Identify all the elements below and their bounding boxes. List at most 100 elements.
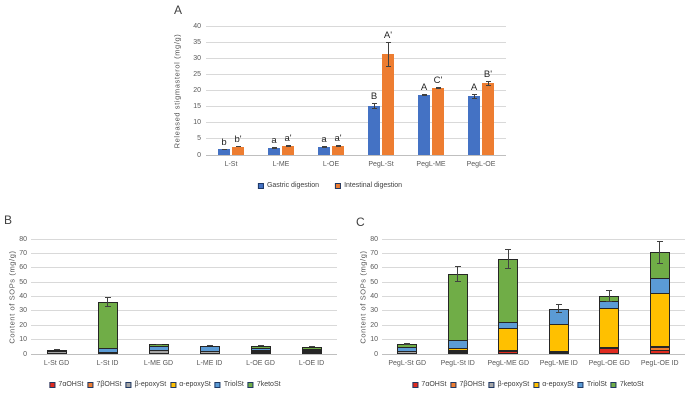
error-bar-line — [107, 297, 108, 308]
legend-swatch-icon — [170, 381, 177, 388]
bar-segment-7-ohst — [498, 351, 519, 354]
legend-label: Gastric digestion — [266, 182, 320, 189]
error-bar-cap — [257, 345, 264, 347]
gridline — [206, 138, 506, 140]
error-bar-cap — [206, 345, 213, 347]
y-tick-label: 50 — [370, 278, 378, 286]
legend-label: TriolSt — [223, 381, 244, 388]
legend-item: β-epoxySt — [125, 380, 167, 389]
gridline — [382, 296, 685, 297]
y-axis-title: Content of SOPs (mg/g) — [7, 249, 17, 344]
category-label: L-ME — [272, 161, 290, 168]
legend-item: 7βOHSt — [87, 380, 122, 389]
error-bar-cap — [235, 146, 241, 148]
category-label: L-OE ID — [298, 360, 325, 367]
error-bar-cap — [421, 95, 427, 97]
y-tick-label: 30 — [19, 307, 27, 315]
bar-segment-triolst — [250, 347, 271, 351]
y-tick-label: 20 — [19, 321, 27, 329]
bar-segment--epoxyst — [250, 350, 271, 352]
stacked-bar-outline — [250, 345, 271, 354]
bar-segment-7-ohst — [548, 351, 569, 354]
error-bar-cap — [656, 241, 663, 243]
error-bar-cap — [555, 312, 562, 314]
category-label: PegL-St GD — [388, 360, 427, 367]
stacked-bar-outline — [148, 344, 169, 354]
gridline — [31, 281, 337, 283]
category-label: PegL-OE GD — [588, 360, 630, 367]
error-bar-cap — [371, 107, 377, 109]
legend-swatch-icon — [247, 381, 254, 388]
y-tick-label: 20 — [193, 87, 201, 94]
error-bar-cap — [656, 262, 663, 264]
significance-label: B — [370, 90, 378, 102]
gridline — [206, 41, 506, 43]
stacked-bar-outline — [46, 349, 67, 354]
bar-segment--epoxyst — [46, 350, 67, 352]
error-bar-line — [473, 94, 475, 99]
stacked-bar-outline — [649, 252, 670, 354]
category-label: PegL-St ID — [440, 360, 475, 367]
error-bar-cap — [505, 249, 512, 251]
legend-label: β-epoxySt — [134, 381, 167, 388]
bar-intestinal-digestion — [482, 83, 494, 155]
category-label: L-OE GD — [246, 360, 275, 367]
significance-label: B' — [483, 68, 493, 80]
error-bar-cap — [404, 344, 411, 346]
stacked-bar-outline — [599, 296, 620, 354]
legend-item: 7ketoSt — [610, 380, 644, 389]
y-tick-label: 80 — [19, 235, 27, 243]
stacked-bar-outline — [447, 274, 468, 354]
error-bar-cap — [471, 97, 477, 99]
bar-intestinal-digestion — [432, 87, 444, 155]
error-bar-cap — [385, 41, 391, 43]
legend-label: 7αOHSt — [421, 381, 447, 388]
gridline — [206, 57, 506, 59]
bar-segment--epoxyst — [498, 350, 519, 352]
stacked-bar-outline — [301, 346, 322, 354]
bar-segment-triolst — [397, 347, 418, 351]
significance-label: b — [221, 136, 227, 148]
bar-segment-triolst — [649, 277, 670, 294]
error-bar-cap — [421, 94, 427, 96]
y-tick-label: 35 — [193, 38, 201, 46]
legend-label: α-epoxySt — [542, 381, 574, 388]
error-bar-line — [457, 266, 459, 283]
error-bar-cap — [155, 344, 162, 346]
error-bar-cap — [435, 86, 441, 88]
y-tick-label: 15 — [193, 103, 201, 111]
error-bar-cap — [606, 301, 613, 303]
bar-segment-7-ohst — [649, 349, 670, 354]
chart-legend: Gastric digestion Intestinal digestion — [250, 181, 410, 190]
gridline — [31, 238, 337, 240]
bar-segment--epoxyst — [148, 350, 169, 353]
legend-label: 7βOHSt — [459, 381, 485, 388]
error-bar-line — [507, 249, 509, 269]
x-axis-line — [206, 154, 506, 156]
panel-label-b: B — [4, 213, 13, 227]
y-tick-label: 0 — [23, 350, 27, 358]
error-bar-cap — [321, 147, 327, 149]
legend-swatch-icon — [335, 182, 342, 189]
legend-swatch-icon — [87, 381, 94, 388]
y-tick-label: 10 — [19, 336, 27, 344]
significance-label: C' — [433, 74, 443, 86]
gridline — [206, 90, 506, 91]
gridline — [382, 324, 685, 326]
legend-swatch-icon — [125, 381, 132, 388]
error-bar-cap — [321, 146, 327, 148]
error-bar-line — [558, 304, 560, 314]
legend-item: α-epoxySt — [533, 380, 574, 389]
category-label: PegL-ME GD — [487, 360, 530, 367]
y-tick-label: 60 — [370, 264, 378, 272]
bar-segment-7-ohst — [447, 350, 468, 353]
legend-swatch-icon — [214, 381, 221, 388]
chart-legend: 7αOHSt 7βOHSt β-epoxySt α-epoxySt TriolSt 7ke… — [410, 380, 645, 389]
y-tick-label: 80 — [370, 235, 378, 243]
legend-label: 7ketoSt — [256, 381, 281, 388]
y-tick-label: 40 — [370, 293, 378, 300]
gridline — [206, 73, 506, 75]
stacked-bar-outline — [97, 302, 118, 354]
error-bar-cap — [454, 281, 461, 283]
